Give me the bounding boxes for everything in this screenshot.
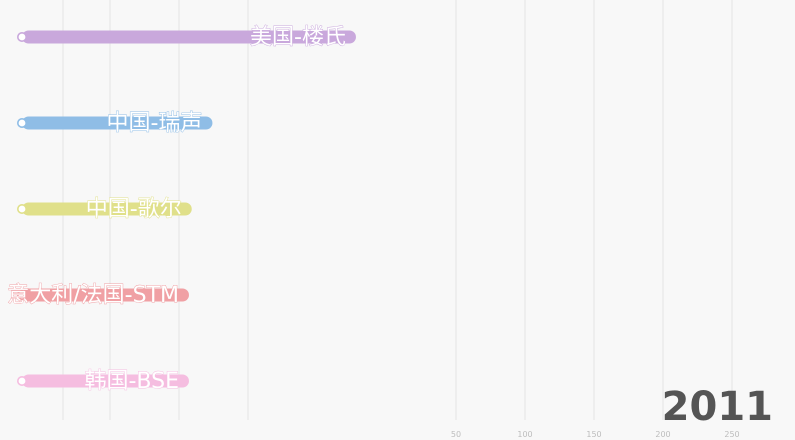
bar-start-marker	[16, 375, 27, 386]
bar-label: 韩国-BSE	[84, 369, 179, 394]
year-label: 2011	[661, 384, 773, 430]
x-tick-label: 250	[724, 430, 739, 439]
x-tick-label: 150	[586, 430, 601, 439]
bar-start-marker	[16, 289, 27, 300]
bar	[22, 374, 189, 388]
x-tick-label: 100	[517, 430, 532, 439]
bar	[22, 116, 213, 130]
bar-label: 中国-歌尔	[86, 197, 182, 222]
bar-label: 意大利/法国-STM	[7, 283, 179, 308]
bar-label: 美国-楼氏	[250, 25, 346, 50]
x-tick-label: 50	[451, 430, 461, 439]
bar	[22, 288, 189, 302]
bar-start-marker	[16, 204, 27, 215]
bar-label: 中国-瑞声	[106, 111, 202, 136]
bar-start-marker	[16, 31, 27, 42]
bar	[22, 30, 356, 44]
bar	[22, 202, 192, 216]
bar-start-marker	[16, 118, 27, 129]
x-tick-label: 200	[655, 430, 670, 439]
